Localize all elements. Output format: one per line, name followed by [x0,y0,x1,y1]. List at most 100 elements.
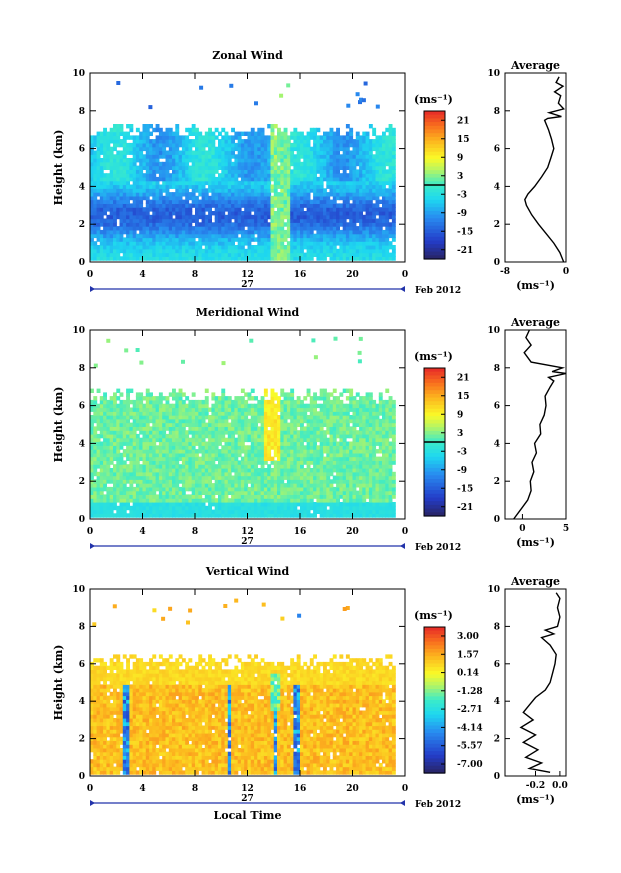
heatmap-cell [165,252,170,257]
heatmap-cell [96,248,101,254]
heatmap-cell [224,430,229,435]
heatmap-cell [263,222,268,227]
heatmap-cell [201,207,206,212]
heatmap-cell [99,199,104,204]
heatmap-cell [368,142,373,148]
heatmap-cell [116,158,121,163]
heatmap-cell [329,229,334,235]
heatmap-cell [168,464,173,469]
heatmap-cell [132,403,137,409]
heatmap-cell [109,426,114,431]
heatmap-cell [149,403,153,409]
heatmap-cell [375,207,380,212]
heatmap-cell [175,513,180,518]
heatmap-cell [168,415,173,420]
heatmap-cell [221,411,226,416]
heatmap-cell [195,449,199,454]
heatmap-cell [260,471,265,477]
heatmap-cell [247,241,252,246]
heatmap-cell [158,169,163,174]
heatmap-cell [234,407,239,412]
heatmap-cell [368,158,373,163]
heatmap-cell [221,445,226,450]
heatmap-cell [109,252,114,257]
heatmap-cell [201,418,206,424]
heatmap-cell [116,142,121,148]
heatmap-cell [273,218,278,223]
heatmap-cell [129,158,134,163]
heatmap-cell [237,139,242,144]
heatmap-cell [90,456,94,461]
heatmap-cell [172,161,176,167]
heatmap-cell [201,222,206,227]
heatmap-cell [99,173,104,178]
heatmap-cell [332,154,337,159]
heatmap-cell [300,214,304,220]
heatmap-cell [224,464,229,469]
heatmap-cell [234,169,239,174]
heatmap-cell [132,195,137,201]
heatmap-cell [109,131,114,136]
heatmap-cell [198,502,203,507]
heatmap-cell [135,505,140,511]
heatmap-cell [99,396,104,401]
heatmap-cell [139,169,144,174]
heatmap-cell [103,498,107,503]
heatmap-cell [122,449,127,454]
heatmap-cell [244,176,249,182]
heatmap-cell [185,468,190,473]
heatmap-cell [254,101,258,106]
heatmap-cell [103,441,107,446]
heatmap-cell [283,154,288,159]
heatmap-cell [149,131,153,136]
heatmap-cell [93,471,98,477]
heatmap-cell [345,131,350,136]
heatmap-cell [378,245,383,250]
heatmap-cell [122,437,127,443]
heatmap-cell [257,441,262,446]
heatmap-cell [168,252,173,257]
heatmap-cell [329,214,334,220]
heatmap-cell [145,418,150,424]
heatmap-cell [270,411,275,416]
heatmap-cell [168,449,173,454]
heatmap-cell [116,445,121,450]
heatmap-cell [224,199,229,204]
heatmap-cell [280,161,285,167]
heatmap-cell [93,139,98,144]
heatmap-cell [149,494,153,499]
heatmap-cell [309,154,314,159]
heatmap-cell [168,229,173,235]
heatmap-cell [247,456,252,461]
heatmap-cell [126,161,130,167]
heatmap-cell [122,475,127,480]
heatmap-cell [277,407,281,412]
heatmap-cell [119,218,124,223]
heatmap-cell [188,146,193,152]
heatmap-cell [368,241,373,246]
heatmap-cell [355,158,360,163]
heatmap-cell [152,456,157,461]
heatmap-cell [214,490,219,495]
heatmap-cell [139,176,144,182]
heatmap-cell [309,218,314,223]
heatmap-cell [191,131,196,136]
heatmap-cell [113,418,117,424]
heatmap-cell [99,407,104,412]
heatmap-cell [149,161,153,167]
heatmap-cell [103,502,107,507]
heatmap-cell [139,245,144,250]
heatmap-cell [195,407,199,412]
heatmap-cell [96,214,101,220]
heatmap-cell [93,505,98,511]
heatmap-cell [198,180,203,186]
heatmap-cell [280,449,285,454]
heatmap-cell [254,441,258,446]
heatmap-cell [250,248,255,254]
heatmap-cell [119,513,124,518]
heatmap-cell [345,207,350,212]
heatmap-cell [234,464,239,469]
heatmap-cell [293,192,298,197]
heatmap-cell [119,479,124,484]
heatmap-cell [263,173,268,178]
